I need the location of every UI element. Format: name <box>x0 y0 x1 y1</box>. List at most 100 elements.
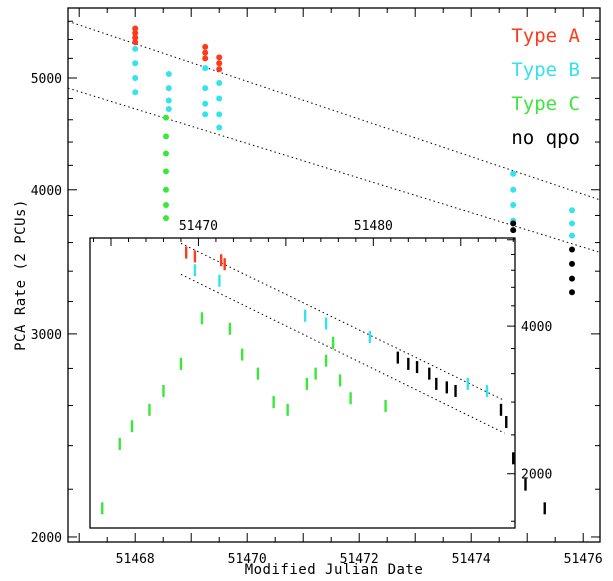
legend-entry: no qpo <box>511 127 580 149</box>
x-tick-label: 51472 <box>340 552 379 567</box>
inset-data-point <box>286 403 289 416</box>
inset-data-point <box>454 384 457 397</box>
legend-entry: Type C <box>511 93 580 115</box>
data-point <box>132 39 139 46</box>
y-tick-label: 2000 <box>31 531 62 546</box>
inset-data-point <box>179 357 183 370</box>
data-point <box>510 202 517 209</box>
data-point <box>216 111 223 118</box>
x-tick-label: 51476 <box>564 552 603 567</box>
data-point <box>510 227 517 234</box>
data-point <box>569 246 575 253</box>
data-point <box>132 89 139 96</box>
inset-data-point <box>445 381 448 394</box>
data-point <box>216 80 223 87</box>
inset-data-point <box>466 377 469 390</box>
inset-upper-dotted-line <box>180 242 505 402</box>
inset-data-point <box>184 246 188 259</box>
inset-data-point <box>272 396 275 409</box>
y-tick-label: 5000 <box>31 72 62 87</box>
data-point <box>202 49 209 56</box>
inset-data-point <box>331 336 335 349</box>
data-point <box>165 105 172 112</box>
inset-data-point <box>193 264 197 277</box>
inset-data-point <box>407 357 410 370</box>
data-point <box>569 232 575 239</box>
inset-data-point <box>101 502 104 515</box>
inset-data-point <box>130 420 134 433</box>
inset-data-point <box>223 258 226 271</box>
inset-data-point <box>162 384 165 397</box>
data-point <box>163 186 169 193</box>
data-point <box>132 34 139 41</box>
inset-plot-frame <box>89 237 516 529</box>
data-point <box>202 55 209 62</box>
data-point <box>163 150 169 157</box>
x-axis-title: Modified Julian Date <box>245 562 424 578</box>
data-point <box>132 45 139 52</box>
inset-data-point <box>324 354 328 367</box>
data-point <box>163 114 169 121</box>
inset-data-point <box>543 502 546 515</box>
data-point <box>510 220 517 227</box>
data-point <box>163 133 169 140</box>
x-tick-label: 51474 <box>452 552 491 567</box>
data-point <box>569 275 575 282</box>
inset-data-point <box>524 478 527 491</box>
inset-data-point <box>256 367 260 380</box>
data-point <box>216 54 223 61</box>
inset-data-point <box>384 399 387 412</box>
main-plot-frame <box>67 7 601 543</box>
data-point <box>132 25 139 32</box>
inset-data-point <box>118 437 121 450</box>
data-point <box>569 289 575 296</box>
inset-data-point <box>200 312 204 325</box>
inset-data-point <box>415 361 419 374</box>
inset-data-point <box>349 392 352 405</box>
inset-lower-dotted-line <box>180 273 505 434</box>
data-point <box>569 207 575 214</box>
data-point <box>510 170 517 177</box>
inset-data-point <box>338 374 342 387</box>
data-point <box>569 260 575 267</box>
data-point <box>202 100 209 107</box>
data-point <box>216 124 223 131</box>
inset-data-point <box>512 452 515 465</box>
data-point <box>132 75 139 82</box>
inset-data-point <box>428 367 431 380</box>
inset-data-point <box>303 309 307 322</box>
data-point <box>163 202 169 209</box>
inset-data-point <box>324 317 328 330</box>
x-tick-label: 51470 <box>228 552 267 567</box>
data-point <box>569 220 575 227</box>
data-point <box>216 60 223 67</box>
inset-data-point <box>148 403 151 416</box>
inset-data-point <box>314 367 317 380</box>
data-point <box>163 168 169 175</box>
data-point <box>202 43 209 50</box>
data-point <box>165 97 172 104</box>
inset-data-point <box>219 254 223 267</box>
data-point <box>165 71 172 78</box>
data-point <box>510 186 517 193</box>
inset-y-tick-label: 2000 <box>521 468 552 483</box>
data-point <box>202 85 209 92</box>
inset-x-tick-label: 51480 <box>354 219 393 234</box>
inset-data-point <box>499 403 503 416</box>
inset-data-point <box>240 348 244 361</box>
data-point <box>132 60 139 67</box>
y-tick-label: 3000 <box>31 328 62 343</box>
data-point <box>202 65 209 72</box>
inset-data-point <box>505 415 508 428</box>
data-point <box>132 30 139 37</box>
data-point <box>165 85 172 92</box>
data-point <box>216 66 223 73</box>
legend-entry: Type B <box>511 59 580 81</box>
data-point <box>202 111 209 118</box>
inset-data-point <box>435 377 438 390</box>
legend-entry: Type A <box>511 25 580 47</box>
data-point <box>163 215 169 222</box>
data-point <box>216 95 223 102</box>
